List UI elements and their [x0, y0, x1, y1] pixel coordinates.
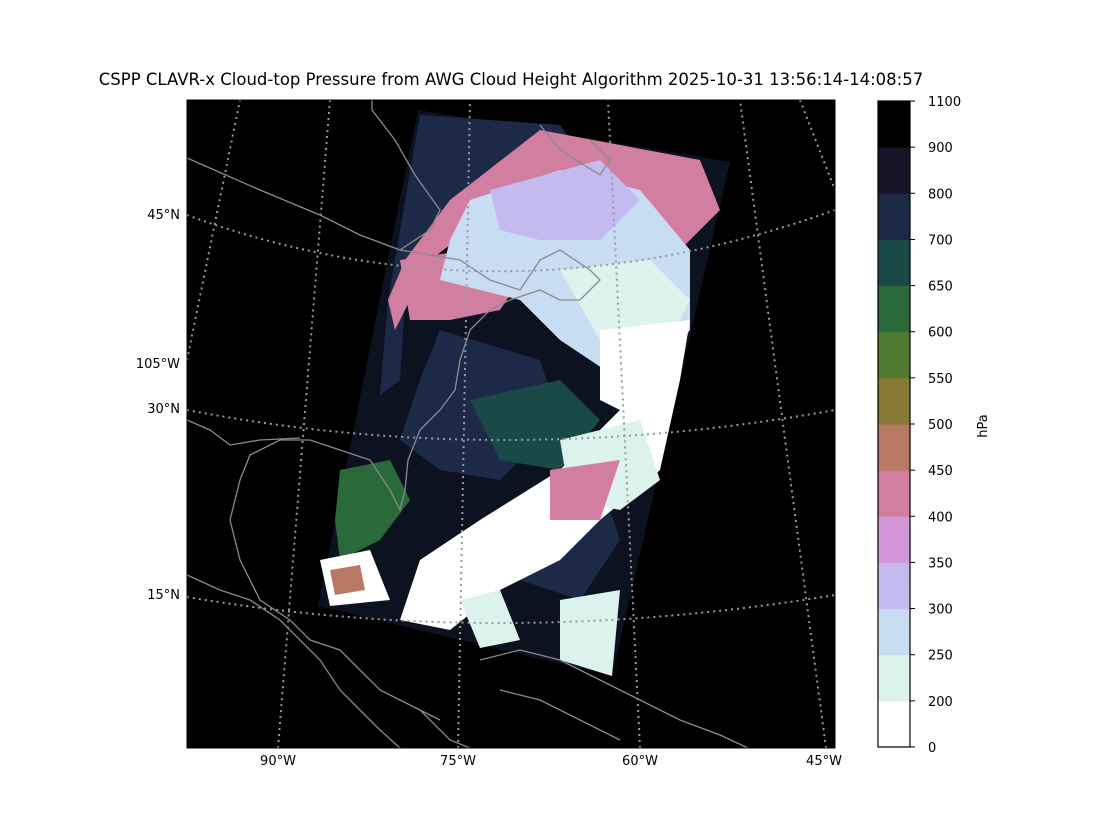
colorbar-tick-label: 0: [928, 741, 936, 756]
colorbar-band: [878, 285, 910, 333]
lon-label-60w: 60°W: [622, 754, 658, 769]
lon-label-75w: 75°W: [440, 754, 476, 769]
colorbar-tick-label: 200: [928, 695, 953, 710]
colorbar-band: [878, 101, 910, 148]
lon-label-105w: 105°W: [136, 357, 180, 372]
colorbar-band: [878, 562, 910, 610]
colorbar-band: [878, 331, 910, 379]
colorbar-tick-label: 800: [928, 187, 953, 202]
satellite-swath: [318, 110, 730, 676]
colorbar-band: [878, 516, 910, 563]
lon-label-90w: 90°W: [260, 754, 296, 769]
colorbar-band: [878, 377, 910, 425]
colorbar-band: [878, 608, 910, 656]
colorbar-tick-label: 500: [928, 418, 953, 433]
coastlines: [187, 100, 749, 748]
map-panel: [187, 100, 835, 748]
colorbar-band: [878, 654, 910, 702]
colorbar-band: [878, 147, 910, 194]
colorbar-ticks: 0 200 250 300 350 400 450 500 550 600 650 700 800 900…: [910, 95, 961, 756]
colorbar-band: [878, 193, 910, 240]
colorbar-bands: [878, 101, 910, 748]
colorbar-label: hPa: [976, 414, 991, 437]
colorbar-tick-label: 300: [928, 603, 953, 618]
colorbar-band: [878, 239, 910, 287]
map-title: CSPP CLAVR-x Cloud-top Pressure from AWG…: [98, 70, 924, 89]
colorbar-tick-label: 400: [928, 510, 953, 525]
colorbar-tick-label: 600: [928, 326, 953, 341]
lat-label-15n: 15°N: [147, 588, 180, 603]
colorbar-tick-label: 450: [928, 464, 953, 479]
graticule: [187, 100, 835, 748]
lat-label-45n: 45°N: [147, 208, 180, 223]
colorbar-band: [878, 700, 910, 748]
longitude-labels: 90°W 75°W 60°W 45°W: [260, 754, 842, 769]
lat-label-30n: 30°N: [147, 402, 180, 417]
colorbar-tick-label: 550: [928, 372, 953, 387]
colorbar-tick-label: 900: [928, 141, 953, 156]
map-frame: [186, 99, 836, 749]
latitude-labels: 45°N 105°W 30°N 15°N: [136, 208, 180, 603]
colorbar-tick-label: 650: [928, 280, 953, 295]
colorbar-band: [878, 470, 910, 517]
colorbar-tick-label: 1100: [928, 95, 961, 110]
colorbar: 0 200 250 300 350 400 450 500 550 600 650 700 800 900…: [877, 95, 991, 756]
colorbar-tick-label: 350: [928, 556, 953, 571]
colorbar-band: [878, 424, 910, 471]
colorbar-tick-label: 700: [928, 233, 953, 248]
lon-label-45w: 45°W: [806, 754, 842, 769]
colorbar-tick-label: 250: [928, 649, 953, 664]
